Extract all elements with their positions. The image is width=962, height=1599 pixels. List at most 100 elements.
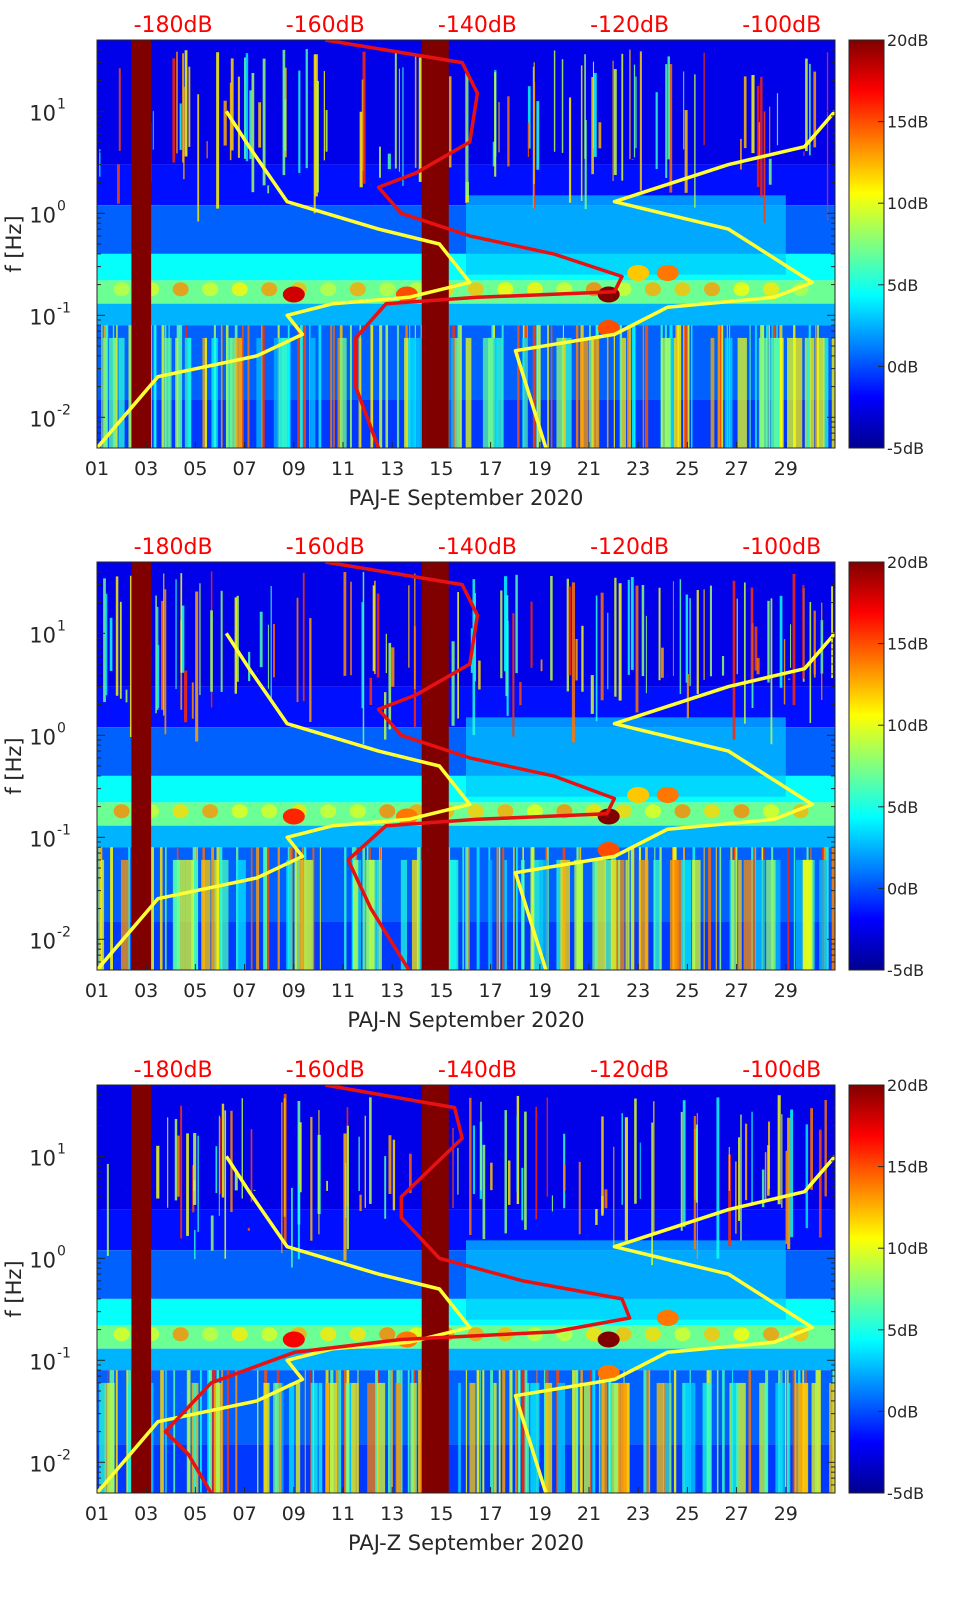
spectrogram-lowband	[504, 859, 507, 970]
x-tick-label: 01	[85, 1503, 109, 1525]
spectrogram-streak	[607, 612, 609, 690]
spectrogram-lowband	[299, 859, 303, 970]
spectrogram-streak	[241, 325, 244, 448]
spectrogram-lowband	[377, 1382, 386, 1493]
spectrogram-streak	[719, 847, 722, 970]
spectrogram-lowband	[339, 337, 347, 448]
spectrogram-lowband	[395, 1382, 401, 1493]
spectrogram-streak	[103, 578, 106, 703]
spectrogram-streak	[716, 1097, 720, 1259]
spectrogram-lowband	[376, 859, 382, 970]
spectrogram-streak	[641, 584, 645, 677]
spectrogram-streak	[547, 325, 549, 448]
spectrogram-streak	[716, 1370, 719, 1493]
spectrogram-streak	[116, 325, 118, 448]
x-tick-label: 09	[282, 980, 306, 1002]
spectrogram-streak	[815, 325, 817, 448]
spectrogram-streak	[536, 101, 540, 170]
spectrogram-streak	[264, 847, 268, 970]
spectrogram-streak	[601, 1116, 604, 1214]
microseism-blob	[379, 1327, 396, 1342]
spectrogram-streak	[257, 1370, 259, 1493]
spectrogram-lowband	[730, 1382, 739, 1493]
spectrogram-lowband	[226, 337, 233, 448]
spectrogram-streak	[165, 847, 167, 970]
x-axis-label: PAJ-E September 2020	[349, 486, 584, 510]
spectrogram-lowband	[215, 1382, 220, 1493]
x-tick-label: 07	[233, 1503, 257, 1525]
spectrogram-streak	[385, 633, 387, 674]
spectrogram-streak	[825, 847, 829, 970]
hotspot	[282, 808, 305, 825]
spectrogram-lowband	[590, 337, 594, 448]
spectrogram-streak	[763, 111, 766, 223]
spectrogram-streak	[460, 325, 462, 448]
spectrogram-streak	[177, 1135, 180, 1197]
spectrogram-lowband	[229, 337, 236, 448]
spectrogram-lowband	[816, 337, 825, 448]
spectrogram-streak	[229, 82, 232, 161]
spectrogram-lowband	[450, 859, 457, 970]
spectrogram-band	[97, 303, 835, 326]
spectrogram-streak	[498, 1370, 501, 1493]
spectrogram-streak	[159, 847, 163, 970]
spectrogram-lowband	[202, 337, 207, 448]
y-tick-label: 10 -1	[29, 1345, 71, 1374]
microseism-blob	[526, 804, 543, 819]
spectrogram-streak	[751, 1111, 753, 1206]
spectrogram-streak	[305, 49, 308, 169]
spectrogram-lowband	[367, 1382, 376, 1493]
spectrogram-streak	[387, 1370, 391, 1493]
x-tick-label: 29	[774, 980, 798, 1002]
spectrogram-streak	[756, 85, 760, 188]
spectrogram-streak	[174, 1118, 178, 1201]
spectrogram-lowband	[220, 859, 229, 970]
x-tick-label: 17	[479, 458, 503, 480]
microseism-blob	[172, 282, 189, 297]
microseism-blob	[674, 1327, 691, 1342]
spectrogram-streak	[325, 110, 328, 152]
spectrogram-streak	[500, 590, 503, 679]
spectrogram-streak	[736, 598, 738, 675]
spectrogram-lowband	[787, 337, 796, 448]
spectrogram-streak	[414, 573, 416, 690]
spectrogram-streak	[802, 585, 805, 679]
microseism-blob	[349, 804, 366, 819]
spectrogram-lowband	[759, 1382, 767, 1493]
spectrogram-streak	[571, 582, 576, 743]
spectrogram-streak	[629, 325, 631, 448]
spectrogram-streak	[178, 325, 183, 448]
microseism-blob	[467, 282, 484, 297]
spectrogram-streak	[402, 67, 404, 186]
spectrogram-streak	[502, 847, 505, 970]
spectrogram-streak	[645, 325, 649, 448]
spectrogram-lowband	[788, 1382, 791, 1493]
hotspot	[597, 842, 620, 859]
microseism-blob	[349, 1327, 366, 1342]
spectrogram-streak	[521, 1167, 524, 1221]
spectrogram-streak	[128, 325, 132, 448]
spectrogram-band	[97, 1348, 835, 1371]
spectrogram-lowband	[610, 859, 617, 970]
spectrogram-streak	[672, 581, 674, 676]
top-axis-db-label: -180dB	[134, 1058, 213, 1083]
spectrogram-streak	[794, 1370, 797, 1493]
spectrogram-streak	[218, 1115, 220, 1216]
spectrogram-streak	[156, 1145, 160, 1199]
microseism-blob	[674, 282, 691, 297]
spectrogram-streak	[509, 1370, 513, 1493]
spectrogram-streak	[580, 65, 583, 201]
spectrogram-streak	[504, 1110, 507, 1234]
spectrogram-streak	[482, 1144, 486, 1240]
spectrogram-streak	[359, 111, 363, 188]
spectrogram-lowband	[164, 337, 172, 448]
microseism-blob	[113, 804, 130, 819]
spectrogram-streak	[502, 1370, 506, 1493]
spectrogram-streak	[530, 847, 534, 970]
spectrogram-lowband	[400, 859, 408, 970]
spectrogram-streak	[379, 325, 383, 448]
spectrogram-lowband	[173, 859, 180, 970]
spectrogram-streak	[310, 1370, 312, 1493]
spectrogram-streak	[258, 102, 262, 148]
